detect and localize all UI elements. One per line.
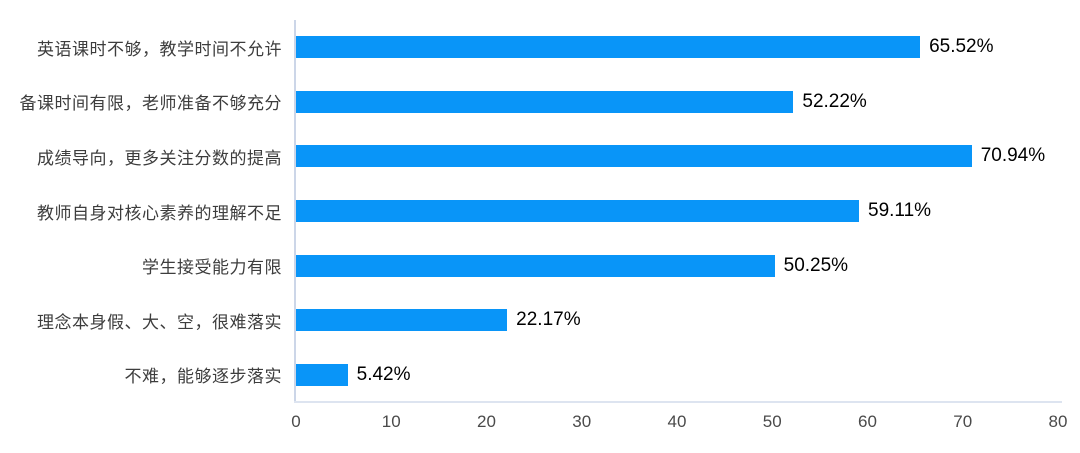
chart-row: 英语课时不够，教学时间不允许 65.52% <box>0 20 1080 75</box>
value-label: 50.25% <box>783 254 849 276</box>
chart-row: 不难，能够逐步落实 5.42% <box>0 347 1080 402</box>
bar-track: 70.94% <box>296 145 1058 168</box>
x-axis-tick-label: 20 <box>477 412 496 431</box>
category-label: 不难，能够逐步落实 <box>124 367 282 387</box>
bar[interactable] <box>296 145 972 168</box>
chart-row: 成绩导向，更多关注分数的提高 70.94% <box>0 129 1080 184</box>
bar-track: 59.11% <box>296 200 1058 223</box>
value-label: 65.52% <box>929 36 994 58</box>
x-axis-line <box>294 401 1062 403</box>
x-axis-tick-label: 80 <box>1048 412 1068 431</box>
chart-row: 学生接受能力有限 50.25% <box>0 238 1080 293</box>
chart-row: 备课时间有限，老师准备不够充分 52.22% <box>0 75 1080 130</box>
bar-track: 5.42% <box>296 363 1058 386</box>
x-axis-tick-label: 40 <box>667 412 687 431</box>
value-label: 22.17% <box>516 309 581 331</box>
x-axis-tick-label: 30 <box>572 412 592 431</box>
category-label: 备课时间有限，老师准备不够充分 <box>19 94 282 114</box>
x-axis-tick-label: 50 <box>762 412 782 431</box>
bar-track: 65.52% <box>296 36 1058 59</box>
bar-track: 50.25% <box>296 254 1058 277</box>
value-label: 59.11% <box>868 200 932 222</box>
bar[interactable] <box>296 90 794 113</box>
bar-track: 52.22% <box>296 90 1058 113</box>
value-label: 52.22% <box>802 90 867 112</box>
value-label: 70.94% <box>980 145 1046 167</box>
x-axis-tick-label: 60 <box>858 412 877 431</box>
bar[interactable] <box>296 200 860 223</box>
chart-row: 理念本身假、大、空，很难落实 22.17% <box>0 293 1080 348</box>
y-axis-line <box>294 20 296 403</box>
bar[interactable] <box>296 363 348 386</box>
bar[interactable] <box>296 36 921 59</box>
x-axis: 0 10 20 30 40 50 60 70 80 <box>291 403 1067 443</box>
category-label: 理念本身假、大、空，很难落实 <box>37 312 282 332</box>
category-label: 教师自身对核心素养的理解不足 <box>37 203 282 223</box>
x-axis-tick-label: 70 <box>953 412 973 431</box>
category-label: 英语课时不够，教学时间不允许 <box>37 39 282 59</box>
value-label: 5.42% <box>356 363 411 385</box>
category-label: 学生接受能力有限 <box>142 258 282 278</box>
bar-track: 22.17% <box>296 309 1058 332</box>
category-label: 成绩导向，更多关注分数的提高 <box>37 148 282 168</box>
chart-rows: 英语课时不够，教学时间不允许 65.52% 备课时间有限，老师准备不够充分 52.22… <box>0 20 1080 402</box>
chart-row: 教师自身对核心素养的理解不足 59.11% <box>0 184 1080 239</box>
x-axis-tick-label: 0 <box>291 412 301 431</box>
bar[interactable] <box>296 254 775 277</box>
x-axis-tick-label: 10 <box>381 412 401 431</box>
bar[interactable] <box>296 309 508 332</box>
